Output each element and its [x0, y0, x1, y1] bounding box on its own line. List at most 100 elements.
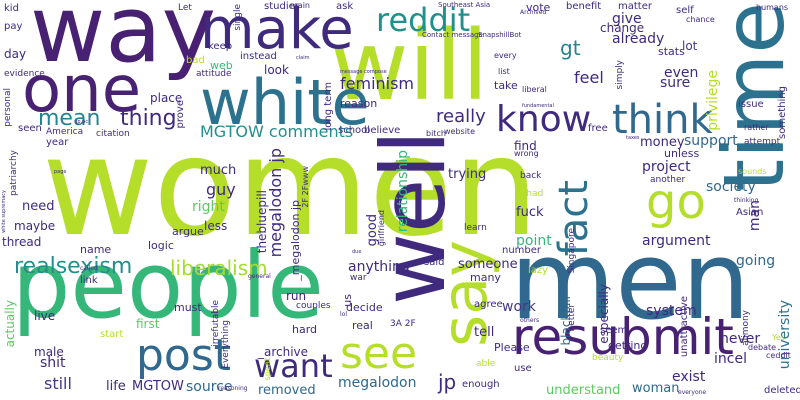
- word-even: even: [664, 65, 699, 81]
- word-make: make: [200, 0, 354, 62]
- word-wrong: wrong: [514, 149, 539, 158]
- word-first: first: [136, 317, 160, 331]
- word-shit: shit: [40, 355, 66, 371]
- word-will: will: [330, 10, 489, 122]
- word-logic: logic: [148, 239, 174, 252]
- word-really: really: [436, 106, 486, 127]
- word-seen: seen: [18, 123, 42, 134]
- word-number: number: [502, 245, 542, 256]
- word-thebluepill: thebluepill: [255, 190, 269, 254]
- word-link: link: [80, 275, 98, 286]
- word-irrefutable: irrefutable: [211, 300, 221, 347]
- word-resubmit: resubmit: [512, 308, 734, 366]
- word-trying: trying: [448, 167, 487, 182]
- word-reason: reason: [340, 97, 378, 110]
- word-way: way: [30, 0, 217, 83]
- word-able: able: [476, 359, 496, 369]
- word-megalodon-jp: megalodon jp: [266, 148, 285, 258]
- word-change: change: [600, 21, 645, 35]
- word-ask: ask: [336, 1, 354, 12]
- word-hard: hard: [292, 323, 318, 336]
- word-white: white: [200, 66, 370, 139]
- word-snapshillbot: SnapshillBot: [478, 31, 522, 39]
- word-use: use: [514, 363, 532, 374]
- word-everyone: everyone: [678, 389, 707, 396]
- word-better: better: [567, 304, 577, 332]
- word-reddit: reddit: [376, 1, 471, 39]
- word-attitude: attitude: [196, 69, 232, 79]
- word-MGTOW-comments: MGTOW comments: [200, 122, 354, 141]
- word-evidence: evidence: [4, 69, 45, 79]
- word-called: called: [80, 265, 98, 272]
- word-please: Please: [494, 341, 530, 354]
- word-unless: unless: [664, 147, 700, 160]
- word-couples: couples: [296, 301, 331, 311]
- word-another: another: [650, 175, 686, 185]
- word-vote: vote: [526, 1, 551, 14]
- word-project: project: [642, 159, 691, 175]
- word-jp: jp: [438, 370, 457, 394]
- word-chad: Chad: [520, 189, 544, 199]
- word-right: right: [192, 199, 225, 215]
- word-feel: feel: [574, 68, 604, 87]
- word-going: going: [736, 253, 776, 269]
- word-place: place: [150, 91, 183, 105]
- word-stats: stats: [658, 45, 685, 58]
- word-archive: _archive: [258, 345, 309, 359]
- word-message-compose: message compose: [340, 69, 387, 75]
- word-reasoning: reasoning: [218, 385, 248, 392]
- word-lot: lot: [682, 39, 698, 53]
- word-day: day: [4, 47, 27, 61]
- word-argue: argue: [172, 225, 204, 238]
- word-yes: Yes: [772, 333, 785, 342]
- word-instead: instead: [240, 51, 277, 62]
- word-self: self: [676, 5, 694, 16]
- word-money: money: [640, 135, 685, 150]
- word-spent: spent: [263, 358, 272, 381]
- word-argument: argument: [642, 233, 711, 249]
- word-school: school: [338, 125, 371, 136]
- word-live: live: [34, 309, 56, 323]
- word-getting: getting: [608, 339, 648, 352]
- word-must: must: [174, 301, 202, 314]
- word-system: system: [646, 303, 697, 319]
- word-look: look: [264, 63, 289, 77]
- word-understand: understand: [546, 383, 621, 398]
- word-realsexism: realsexism: [14, 254, 133, 279]
- word-list: list: [498, 67, 510, 76]
- word-go: go: [646, 174, 706, 230]
- word-give: give: [612, 11, 642, 27]
- word-single: single: [233, 4, 243, 31]
- word-white-supremacy: white supremacy: [1, 190, 7, 233]
- word-feminism: feminism: [340, 74, 415, 93]
- word-megalodon: megalodon: [338, 375, 417, 391]
- word-name: name: [80, 243, 112, 256]
- word-never: never: [720, 331, 761, 347]
- word-year: year: [46, 137, 69, 148]
- word-2f-2fwww: 2F 2Fwww: [301, 166, 310, 208]
- word-know: know: [496, 99, 592, 140]
- word-taxes: taxes: [626, 135, 640, 141]
- word-unattractive: unattractive: [679, 296, 690, 358]
- word-see: see: [340, 328, 418, 379]
- word-3a-2f: 3A 2F: [390, 319, 416, 329]
- word-seem: seem: [600, 325, 628, 336]
- word-relationship: relationship: [395, 150, 411, 233]
- word-said: said: [424, 257, 445, 268]
- word-thing: thing: [120, 106, 177, 131]
- word-still: still: [44, 374, 72, 393]
- word-actually: actually: [3, 300, 17, 348]
- word-simply: simply: [615, 60, 625, 90]
- word-post: post: [136, 330, 232, 381]
- word-deleted: deleted: [764, 385, 800, 396]
- word-liberal: liberal: [522, 85, 547, 94]
- word-beauty: beauty: [592, 353, 624, 363]
- word-citation: citation: [96, 129, 130, 139]
- word-issue: issue: [738, 99, 764, 110]
- word-claim: claim: [296, 55, 310, 61]
- word-bitch: bitch: [426, 129, 446, 138]
- word-run: run: [286, 289, 307, 303]
- word-point: point: [516, 233, 552, 249]
- word-much: much: [200, 163, 237, 178]
